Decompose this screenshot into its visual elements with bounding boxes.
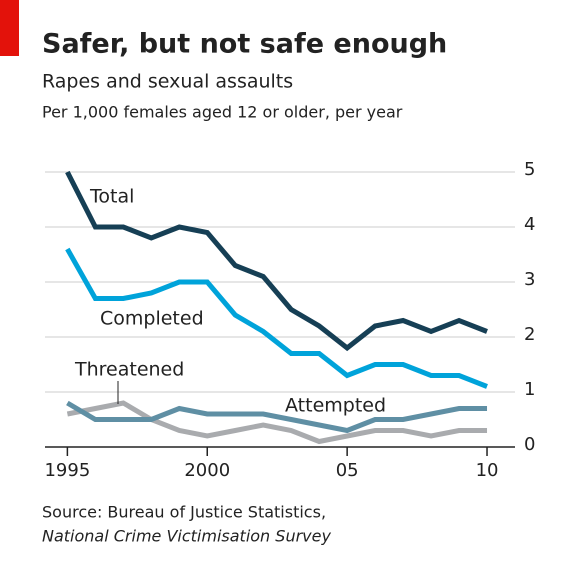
y-tick-label: 5 [524,159,535,180]
y-tick-label: 4 [524,214,535,235]
x-tick-label: 2000 [184,460,230,481]
y-tick-label: 1 [524,379,535,400]
series-label: Threatened [74,359,184,381]
x-tick-label: 1995 [44,460,90,481]
series-label: Total [89,186,134,208]
y-tick-label: 2 [524,324,535,345]
series-label: Attempted [285,395,386,417]
y-axis-label: Per 1,000 females aged 12 or older, per … [42,103,403,122]
y-tick-label: 3 [524,269,535,290]
corner-tag [0,0,19,56]
y-tick-label: 0 [524,434,535,455]
series-line [66,400,488,445]
series-line [65,170,488,352]
series-label: Completed [100,308,204,330]
series-line [66,400,488,434]
series-line [65,247,488,389]
x-tick-label: 05 [336,460,359,481]
x-tick-label: 10 [476,460,499,481]
chart-subtitle: Rapes and sexual assaults [42,71,293,93]
chart-title: Safer, but not safe enough [42,29,447,60]
source: National Crime Victimisation Survey [42,527,331,546]
source: Source: Bureau of Justice Statistics, [42,503,326,522]
